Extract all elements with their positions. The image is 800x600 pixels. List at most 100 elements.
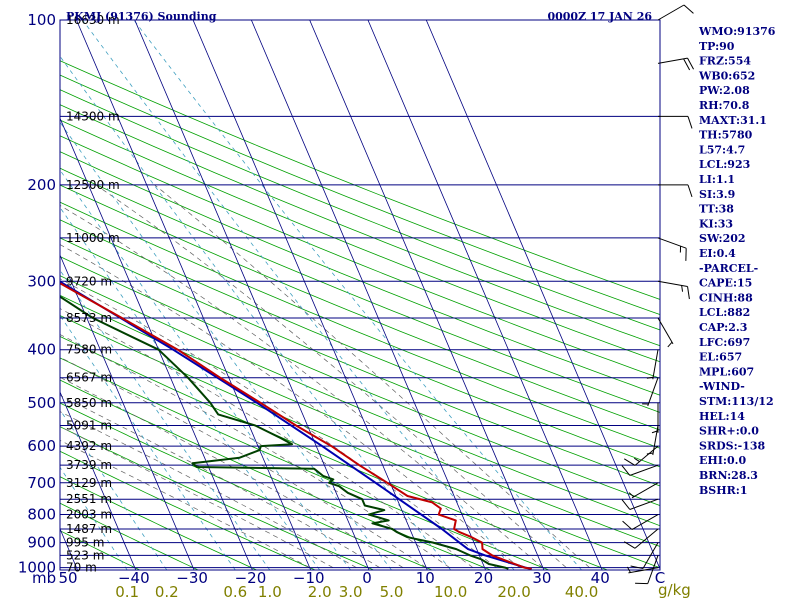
parcel-trace bbox=[60, 280, 532, 570]
index-value: EI:0.4 bbox=[699, 247, 736, 260]
isotherm bbox=[250, 20, 486, 570]
height-label: 70 m bbox=[66, 561, 97, 575]
wind-barb bbox=[657, 4, 694, 21]
dry-adiabat bbox=[60, 89, 660, 331]
index-value: SHR+:0.0 bbox=[699, 425, 759, 438]
moist-adiabat bbox=[60, 278, 497, 568]
pressure-label: 200 bbox=[27, 176, 56, 194]
index-value: SW:202 bbox=[699, 232, 746, 245]
pressure-label: 600 bbox=[27, 437, 56, 455]
index-value: TH:5780 bbox=[699, 129, 753, 142]
dry-adiabat bbox=[60, 219, 660, 468]
mixing-ratio-line bbox=[60, 206, 321, 570]
mixing-ratio-line bbox=[82, 20, 515, 570]
moist-adiabat bbox=[60, 394, 380, 568]
mixing-ratio-label: 3.0 bbox=[339, 583, 363, 600]
index-value: STM:113/12 bbox=[699, 395, 774, 408]
moist-adiabat bbox=[60, 244, 520, 568]
traces bbox=[60, 280, 532, 570]
wind-barb bbox=[658, 184, 693, 198]
temp-tick-label: −10 bbox=[293, 569, 325, 587]
height-label: 5850 m bbox=[66, 396, 112, 410]
wind-barb bbox=[657, 237, 687, 261]
gkg-unit-label: g/kg bbox=[658, 581, 691, 599]
temp-tick-label: 50 bbox=[58, 569, 77, 587]
mixing-ratio-label: 20.0 bbox=[497, 583, 530, 600]
mixing-ratio-line bbox=[133, 20, 582, 570]
mb-unit-label: mb bbox=[32, 569, 56, 587]
mixing-ratio-line bbox=[60, 121, 392, 570]
temp-tick-label: 20 bbox=[474, 569, 493, 587]
pressure-label: 900 bbox=[27, 534, 56, 552]
index-value: KI:33 bbox=[699, 217, 733, 230]
index-value: LCL:882 bbox=[699, 306, 750, 319]
index-value: CINH:88 bbox=[699, 291, 753, 304]
dry-adiabat bbox=[60, 151, 660, 396]
dry-adiabat bbox=[60, 402, 433, 570]
chart-title: PKMJ (91376) Sounding bbox=[66, 10, 217, 23]
height-label: 2551 m bbox=[66, 492, 112, 506]
height-label: 3739 m bbox=[66, 458, 112, 472]
pressure-label: 300 bbox=[27, 272, 56, 290]
index-value: WMO:91376 bbox=[698, 25, 776, 38]
dry-adiabat bbox=[60, 502, 199, 570]
height-label: 12500 m bbox=[66, 178, 120, 192]
height-label: 3129 m bbox=[66, 476, 112, 490]
mixing-ratio-label: 1.0 bbox=[258, 583, 282, 600]
wind-barb bbox=[630, 542, 659, 570]
height-label: 1487 m bbox=[66, 522, 112, 536]
isotherm bbox=[425, 20, 660, 570]
mixing-ratio-label: 2.0 bbox=[308, 583, 332, 600]
index-value: MAXT:31.1 bbox=[699, 114, 767, 127]
dry-adiabat bbox=[60, 60, 660, 300]
dry-adiabat bbox=[60, 426, 374, 570]
mixing-ratio-label: 0.2 bbox=[155, 583, 179, 600]
index-value: FRZ:554 bbox=[699, 55, 751, 68]
index-value: EL:657 bbox=[699, 351, 742, 364]
isotherm bbox=[309, 20, 545, 570]
dry-adiabat bbox=[60, 74, 660, 315]
wind-barb bbox=[646, 425, 659, 456]
wind-barb bbox=[657, 317, 674, 348]
index-value: MPL:607 bbox=[699, 365, 754, 378]
plot-frame bbox=[59, 19, 661, 571]
dry-adiabat bbox=[60, 275, 660, 527]
wind-barb bbox=[646, 349, 659, 380]
dry-adiabat bbox=[60, 104, 660, 347]
isotherm bbox=[60, 117, 253, 570]
chart-valid-time: 0000Z 17 JAN 26 bbox=[547, 10, 652, 23]
pressure-label: 400 bbox=[27, 341, 56, 359]
isotherm bbox=[76, 20, 312, 570]
pressure-label: 500 bbox=[27, 394, 56, 412]
dry-adiabat bbox=[60, 201, 660, 449]
dry-adiabat bbox=[60, 476, 257, 570]
index-value: BRN:28.3 bbox=[699, 469, 758, 482]
dry-adiabat bbox=[60, 184, 660, 431]
temp-tick-label: 0 bbox=[362, 569, 372, 587]
mixing-ratio-line bbox=[60, 169, 351, 570]
index-value: CAP:2.3 bbox=[699, 321, 747, 334]
mixing-ratio-label: 10.0 bbox=[434, 583, 467, 600]
height-label: 5091 m bbox=[66, 418, 112, 432]
temperature-trace bbox=[60, 282, 532, 570]
index-value: TP:90 bbox=[699, 40, 735, 53]
temp-tick-label: 40 bbox=[591, 569, 610, 587]
dry-adiabat bbox=[60, 256, 660, 506]
height-label: 995 m bbox=[66, 536, 104, 550]
temp-tick-label: −30 bbox=[176, 569, 208, 587]
temp-tick-label: −20 bbox=[235, 569, 267, 587]
height-label: 2003 m bbox=[66, 508, 112, 522]
dry-adiabat bbox=[60, 450, 316, 570]
height-label: 11000 m bbox=[66, 231, 120, 245]
wind-barb bbox=[621, 498, 659, 510]
isotherm bbox=[60, 254, 195, 570]
wind-barb bbox=[635, 555, 659, 585]
dry-adiabat bbox=[60, 237, 660, 487]
moist-adiabat bbox=[60, 376, 404, 568]
mixing-ratio-line bbox=[60, 55, 452, 570]
mixing-ratio-label: 5.0 bbox=[380, 583, 404, 600]
index-value: PW:2.08 bbox=[699, 84, 750, 97]
mixing-ratio-label: 0.6 bbox=[223, 583, 247, 600]
